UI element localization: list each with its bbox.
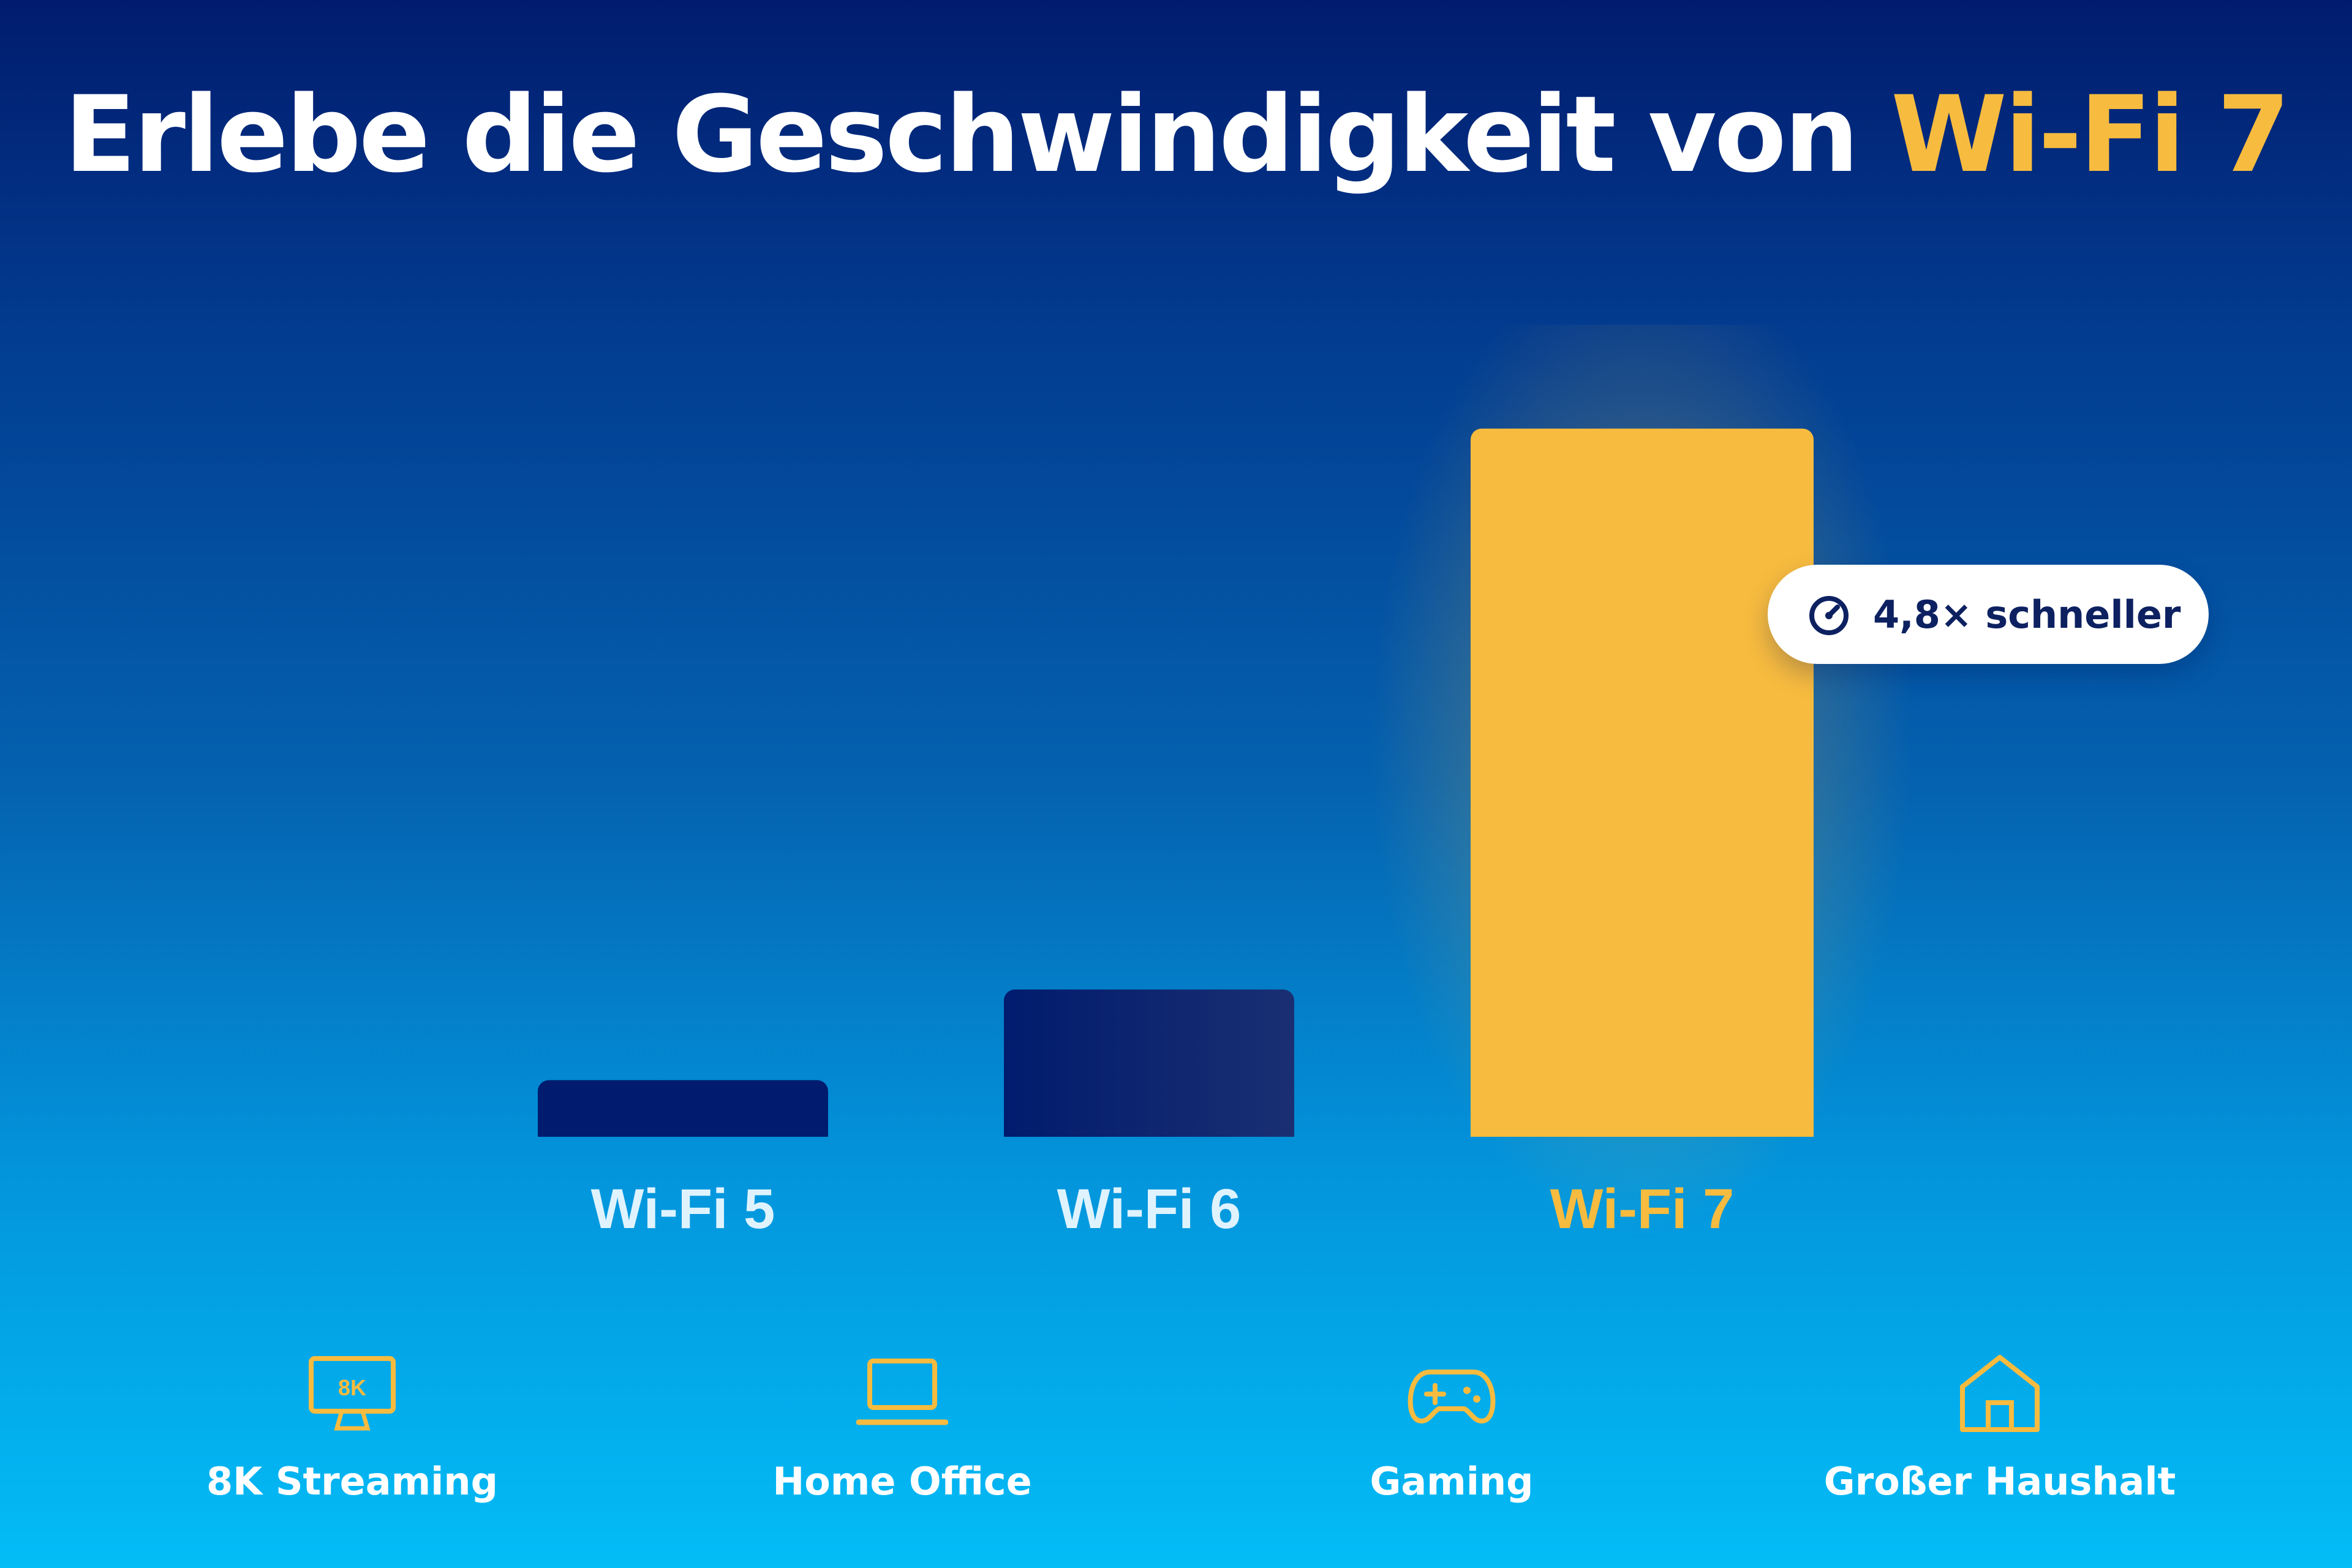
feature-8k-streaming: 8K 8K Streaming: [132, 1354, 573, 1504]
feature-gaming: Gaming: [1231, 1354, 1672, 1504]
bar-base: [1471, 1126, 1814, 1137]
speed-badge-text: 4,8× schneller: [1873, 592, 2181, 637]
feature-label: 8K Streaming: [206, 1459, 498, 1504]
8k-tv-icon: 8K: [309, 1356, 396, 1431]
bar-base: [538, 1126, 828, 1137]
speed-badge: 4,8× schneller: [1768, 565, 2209, 664]
title-accent: Wi-Fi 7: [1891, 73, 2290, 196]
feature-label: Home Office: [772, 1459, 1032, 1504]
house-icon: [1960, 1354, 2040, 1432]
bar-wi-fi-6: [1004, 989, 1294, 1137]
bar-wi-fi-5: [538, 1080, 828, 1137]
category-label: Wi-Fi 7: [1550, 1178, 1735, 1240]
category-label: Wi-Fi 6: [1057, 1178, 1242, 1240]
laptop-icon: [856, 1359, 948, 1425]
feature-label: Gaming: [1370, 1459, 1534, 1504]
page-title: Erlebe die Geschwindigkeit von Wi-Fi 7: [0, 74, 2352, 196]
speedometer-icon: [1809, 596, 1849, 635]
title-main: Erlebe die Geschwindigkeit von: [64, 73, 1860, 196]
8k-icon-text: 8K: [338, 1375, 366, 1400]
category-label: Wi-Fi 5: [591, 1178, 775, 1240]
feature-label: Großer Haushalt: [1823, 1459, 2176, 1504]
feature-home-office: Home Office: [682, 1354, 1123, 1504]
feature-list: 8K 8K Streaming Home Office Gaming Große…: [0, 1354, 2352, 1550]
bar-wi-fi-7: [1471, 428, 1814, 1137]
bar-base: [1004, 1126, 1294, 1137]
gamepad-icon: [1408, 1370, 1496, 1423]
feature-grosser-haushalt: Großer Haushalt: [1779, 1354, 2220, 1504]
